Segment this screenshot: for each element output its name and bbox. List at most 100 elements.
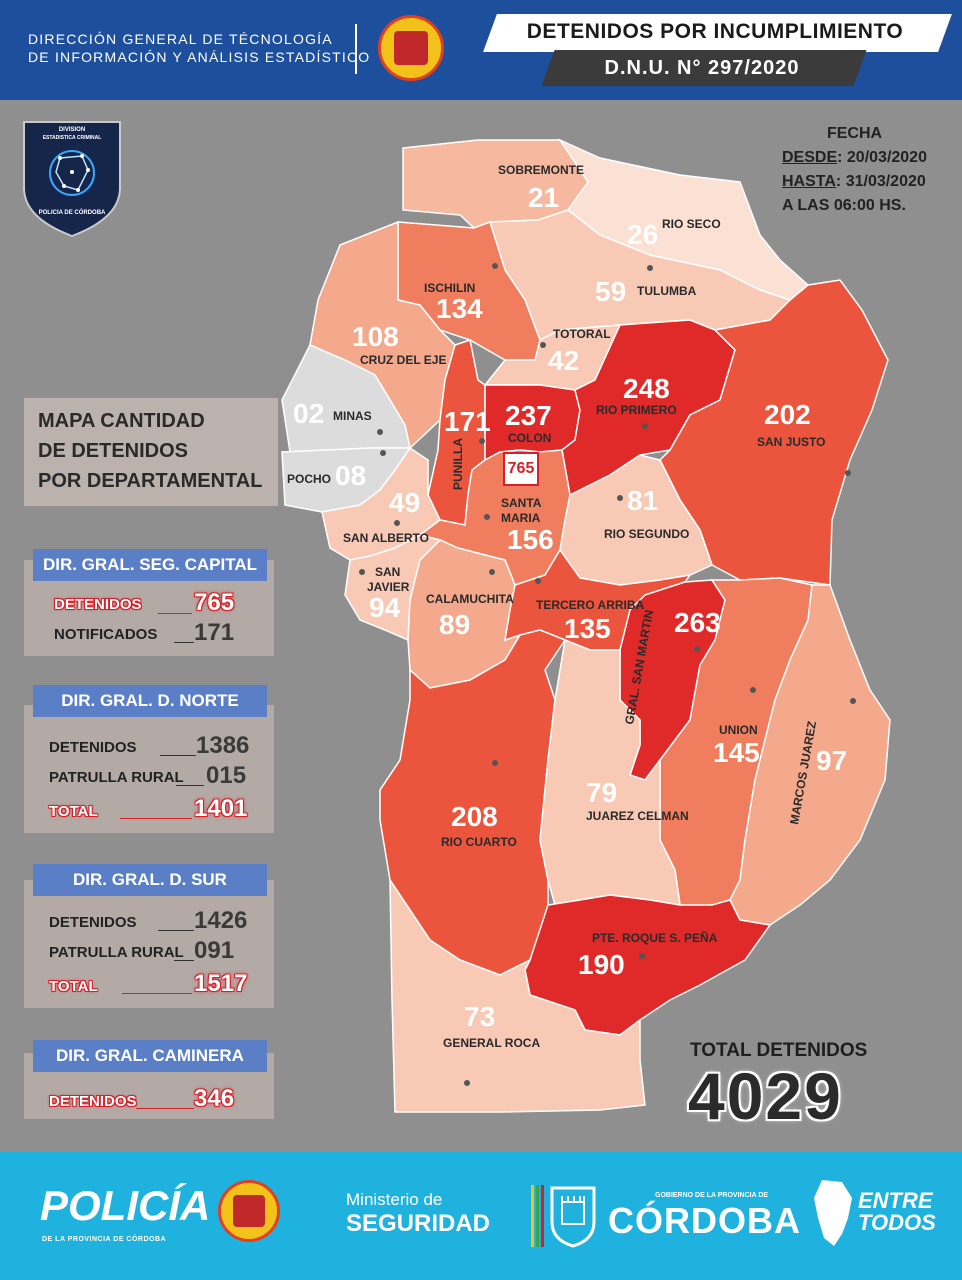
- sur-patrulla-line: [174, 960, 194, 961]
- panel-caminera: DIR. GRAL. CAMINERA DETENIDOS 346: [24, 1040, 274, 1119]
- value-sobremonte: 21: [528, 182, 559, 213]
- value-san-javier: 94: [369, 592, 401, 623]
- value-rio-seco: 26: [627, 219, 658, 250]
- gobierno-label: GOBIERNO DE LA PROVINCIA DE: [655, 1192, 769, 1199]
- value-general-roca: 73: [464, 1001, 495, 1032]
- entre-todos-logo: ENTRE TODOS: [858, 1190, 936, 1234]
- label-pocho: POCHO: [287, 472, 331, 486]
- province-silhouette-icon: [814, 1180, 852, 1246]
- sur-detenidos-line: [158, 930, 194, 931]
- cordoba-label: CÓRDOBA: [608, 1200, 801, 1241]
- capital-notificados-label: NOTIFICADOS: [54, 626, 158, 643]
- dept-general-roca: [389, 877, 646, 1113]
- label-santa-maria-2: MARIA: [501, 511, 541, 525]
- norte-detenidos-line: [160, 755, 196, 756]
- panel-sur-title: DIR. GRAL. D. SUR: [33, 864, 267, 896]
- label-san-alberto: SAN ALBERTO: [343, 531, 429, 545]
- map-title-line-3: POR DEPARTAMENTAL: [38, 470, 263, 492]
- value-union: 145: [713, 737, 760, 768]
- value-roque-saenz-pena: 190: [578, 949, 625, 980]
- value-san-justo: 202: [764, 399, 811, 430]
- value-tulumba: 59: [595, 276, 626, 307]
- date-range: FECHA DESDE: 20/03/2020 HASTA: 31/03/202…: [782, 122, 927, 218]
- ministerio-label: Ministerio de: [346, 1190, 443, 1209]
- label-rio-primero: RIO PRIMERO: [596, 403, 677, 417]
- label-totoral: TOTORAL: [553, 327, 611, 341]
- capital-detenidos-value: 765: [194, 589, 235, 616]
- label-punilla: PUNILLA: [451, 438, 465, 490]
- value-minas: 02: [293, 398, 324, 429]
- sur-detenidos-value: 1426: [194, 907, 248, 934]
- capital-detenidos-line: [158, 613, 192, 614]
- desde-label: DESDE: [782, 149, 838, 166]
- sur-patrulla-value: 091: [194, 937, 235, 964]
- divider-green: [536, 1185, 539, 1247]
- value-gral-san-martin: 263: [674, 607, 721, 638]
- sur-detenidos-label: DETENIDOS: [49, 914, 137, 931]
- value-rio-cuarto: 208: [451, 801, 498, 832]
- label-san-justo: SAN JUSTO: [757, 435, 825, 449]
- value-juarez-celman: 79: [586, 777, 617, 808]
- org-line-1: DIRECCIÓN GENERAL DE TÉCNOLOGÍA: [28, 31, 333, 47]
- value-rio-segundo: 81: [627, 485, 658, 516]
- value-pocho: 08: [335, 460, 366, 491]
- value-punilla: 171: [444, 406, 491, 437]
- header-divider: [355, 24, 357, 74]
- page-subtitle: D.N.U. N° 297/2020: [604, 57, 800, 79]
- capital-notificados-value: 171: [194, 619, 235, 646]
- sur-total-line: [122, 993, 192, 994]
- map-title-line-1: MAPA CANTIDAD: [38, 410, 205, 432]
- value-san-alberto: 49: [389, 487, 420, 518]
- policia-logo-text: POLICÍA: [40, 1182, 211, 1229]
- police-seal-icon: [378, 15, 444, 81]
- caminera-detenidos-line: [136, 1108, 194, 1109]
- divider-red: [541, 1185, 544, 1247]
- label-rio-seco: RIO SECO: [662, 217, 721, 231]
- dept-juarez-celman: [539, 638, 681, 906]
- label-union: UNION: [719, 723, 758, 737]
- label-calamuchita: CALAMUCHITA: [426, 592, 514, 606]
- label-roque-saenz-pena: PTE. ROQUE S. PEÑA: [592, 930, 718, 945]
- date-label: FECHA: [826, 125, 883, 142]
- sur-patrulla-label: PATRULLA RURAL: [49, 944, 184, 961]
- sur-total-value: 1517: [194, 970, 248, 997]
- caminera-detenidos-value: 346: [194, 1085, 235, 1112]
- map-title-box: MAPA CANTIDAD DE DETENIDOS POR DEPARTAME…: [24, 398, 278, 506]
- capital-box: 765: [503, 452, 539, 486]
- caminera-detenidos-label: DETENIDOS: [49, 1093, 137, 1110]
- panel-norte: DIR. GRAL. D. NORTE DETENIDOS 1386 PATRU…: [24, 685, 274, 833]
- label-rio-segundo: RIO SEGUNDO: [604, 527, 689, 541]
- hasta-label: HASTA: [782, 173, 836, 190]
- label-tulumba: TULUMBA: [637, 284, 697, 298]
- label-tercero-arriba: TERCERO ARRIBA: [536, 598, 645, 612]
- value-santa-maria: 156: [507, 524, 554, 555]
- panel-capital-title: DIR. GRAL. SEG. CAPITAL: [33, 549, 267, 581]
- cordoba-departments-map: SOBREMONTE 21 RIO SECO 26 TULUMBA 59 ISC…: [281, 138, 891, 1113]
- policia-logo-subtitle: DE LA PROVINCIA DE CÓRDOBA: [42, 1236, 167, 1243]
- panel-capital: DIR. GRAL. SEG. CAPITAL DETENIDOS 765 NO…: [24, 549, 274, 656]
- map-title-line-2: DE DETENIDOS: [38, 440, 189, 462]
- panel-norte-title: DIR. GRAL. D. NORTE: [33, 685, 267, 717]
- label-minas: MINAS: [333, 409, 372, 423]
- sur-total-label: TOTAL: [49, 978, 98, 995]
- value-cruz-del-eje: 108: [352, 321, 399, 352]
- norte-total-line: [120, 818, 192, 819]
- todos-label: TODOS: [858, 1210, 936, 1235]
- value-marcos-juarez: 97: [816, 745, 847, 776]
- entre-label: ENTRE: [858, 1188, 933, 1213]
- label-rio-cuarto: RIO CUARTO: [441, 835, 517, 849]
- norte-patrulla-value: 015: [206, 762, 247, 789]
- total-value: 4029: [688, 1059, 843, 1133]
- footer-bar: POLICÍA DE LA PROVINCIA DE CÓRDOBA Minis…: [0, 1152, 962, 1280]
- value-ischilin: 134: [436, 293, 483, 324]
- divider-yellow: [531, 1185, 534, 1247]
- shield-line-3: POLICIA DE CÓRDOBA: [39, 208, 106, 216]
- shield-line-2: ESTADISTICA CRIMINAL: [43, 135, 102, 141]
- dept-minas: [281, 344, 411, 453]
- seguridad-label: SEGURIDAD: [346, 1210, 491, 1237]
- hasta-value: : 31/03/2020: [835, 173, 926, 190]
- org-name: DIRECCIÓN GENERAL DE TÉCNOLOGÍA DE INFOR…: [28, 30, 370, 66]
- norte-patrulla-label: PATRULLA RURAL: [49, 769, 184, 786]
- value-rio-primero: 248: [623, 373, 670, 404]
- panel-caminera-title: DIR. GRAL. CAMINERA: [33, 1040, 267, 1072]
